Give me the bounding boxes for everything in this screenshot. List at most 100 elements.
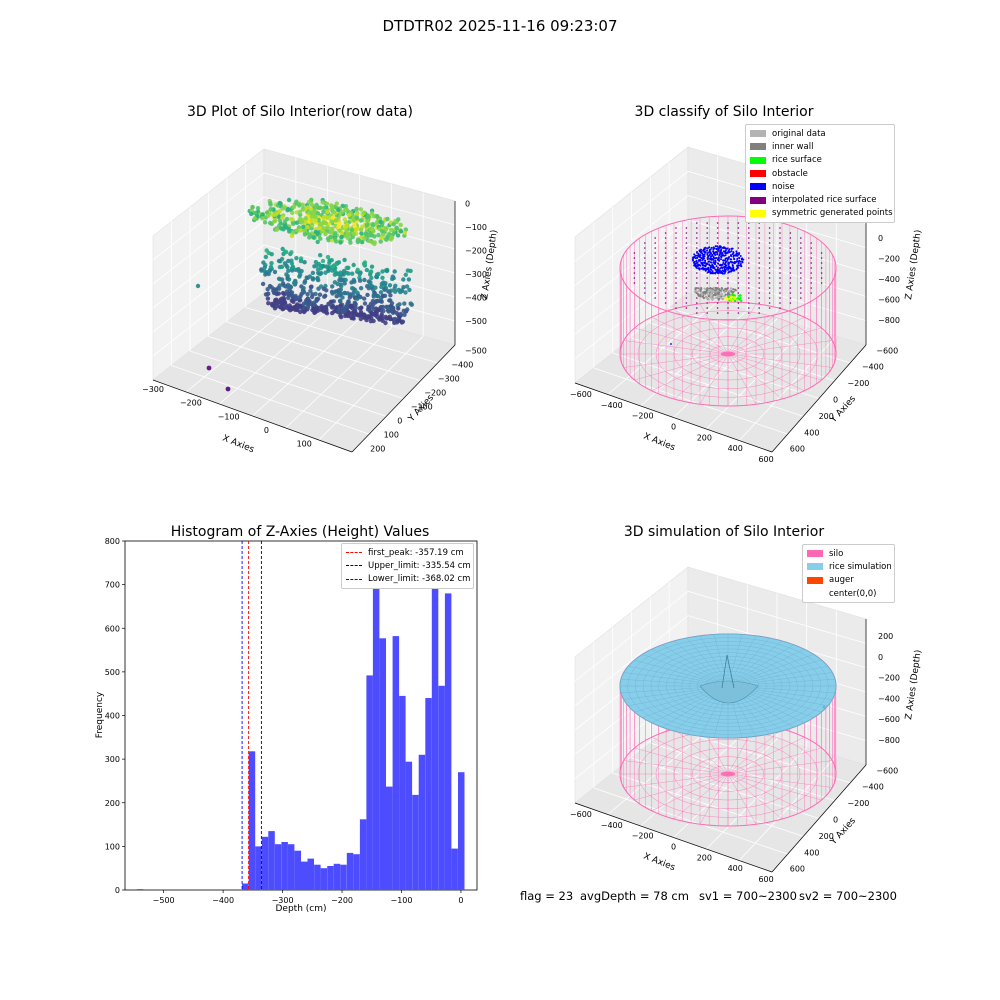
data-point <box>387 314 392 319</box>
interpolated-point <box>706 292 708 294</box>
data-point <box>338 240 343 245</box>
data-point <box>379 229 385 234</box>
data-point <box>351 309 356 315</box>
interpolated-point <box>664 237 667 239</box>
panel2-x-tick-label: 400 <box>728 444 743 453</box>
data-point <box>325 211 331 216</box>
data-point <box>384 316 389 321</box>
flag-text: flag = 23 <box>520 889 574 903</box>
data-point <box>316 217 321 223</box>
silo-floor-spoke <box>727 728 783 775</box>
interpolated-point <box>768 282 771 284</box>
legend-label: first_peak: -357.19 cm <box>368 547 464 558</box>
rice-mesh-ring <box>681 663 775 709</box>
data-point <box>390 276 395 282</box>
wall-point <box>707 293 710 296</box>
silo-floor-ring <box>709 765 747 783</box>
wall-point <box>716 290 719 293</box>
data-point <box>271 290 277 295</box>
rice-surface-point <box>737 297 741 300</box>
data-point <box>281 301 286 306</box>
interpolated-point <box>664 262 667 264</box>
wall-point <box>694 288 697 291</box>
noise-point <box>721 269 724 272</box>
data-point <box>332 266 337 271</box>
data-point <box>281 223 287 229</box>
noise-point <box>730 247 733 250</box>
noise-point <box>724 257 727 260</box>
data-point <box>407 287 412 293</box>
data-point <box>308 218 313 223</box>
data-point <box>259 214 264 220</box>
data-point <box>351 230 357 235</box>
data-point <box>315 275 320 281</box>
legend-label: noise <box>772 181 795 192</box>
data-point <box>361 211 366 216</box>
data-point <box>391 309 397 314</box>
data-point <box>255 215 260 220</box>
data-point <box>373 285 378 290</box>
noise-point <box>717 258 720 261</box>
data-point <box>339 284 344 289</box>
noise-point <box>737 253 740 256</box>
panel4-z-tick-label: −600 <box>878 715 900 724</box>
interpolated-point <box>748 267 750 269</box>
wall-point <box>728 290 731 293</box>
noise-point <box>691 258 694 261</box>
legend-item: silo <box>807 547 890 560</box>
rice-surface-point <box>727 297 730 300</box>
grid-line <box>673 738 778 838</box>
data-point <box>369 233 375 238</box>
interpolated-point <box>633 267 636 269</box>
interpolated-point <box>685 227 688 229</box>
data-point <box>311 300 317 305</box>
data-point <box>287 229 292 234</box>
data-point <box>364 227 370 233</box>
wall-point <box>694 287 697 290</box>
data-point <box>301 301 307 306</box>
wall-point <box>717 298 720 301</box>
data-point <box>384 304 389 310</box>
interpolated-point <box>696 222 698 224</box>
histogram-bar <box>359 819 367 890</box>
wall-point <box>712 287 715 290</box>
interpolated-point <box>810 257 812 259</box>
interpolated-point <box>716 242 719 244</box>
panel2-zlabel: Z Axies (Depth) <box>904 229 924 300</box>
noise-point <box>725 267 728 270</box>
histogram-bar <box>242 883 249 890</box>
interpolated-point <box>737 242 740 244</box>
data-point <box>374 312 379 317</box>
histogram-bar <box>353 854 360 890</box>
interpolated-point <box>748 282 750 284</box>
noise-point <box>709 270 711 273</box>
noise-point <box>719 271 722 274</box>
data-point <box>371 214 376 219</box>
data-point <box>325 207 330 212</box>
panel2-y-tick-label: −400 <box>862 363 884 372</box>
data-point <box>317 292 323 297</box>
wall-point <box>729 289 732 292</box>
noise-point <box>719 271 722 274</box>
noise-point <box>722 262 725 264</box>
noise-point <box>703 262 706 264</box>
wall-point <box>708 290 711 293</box>
data-point <box>315 296 321 301</box>
data-point <box>392 320 397 325</box>
noise-point <box>724 261 727 264</box>
interpolated-point <box>664 242 667 244</box>
panel4-y-tick-label: 0 <box>833 816 838 825</box>
noise-point <box>733 257 736 260</box>
histogram-bar <box>274 844 282 890</box>
data-point <box>337 206 343 211</box>
data-point <box>343 233 348 239</box>
data-point <box>355 226 360 231</box>
grid-line <box>673 318 778 418</box>
noise-point <box>701 267 704 270</box>
data-point <box>366 214 371 219</box>
data-point <box>337 212 342 217</box>
data-point <box>358 313 364 318</box>
histogram-bar <box>431 584 439 890</box>
noise-point <box>723 266 726 268</box>
data-point <box>351 316 356 321</box>
